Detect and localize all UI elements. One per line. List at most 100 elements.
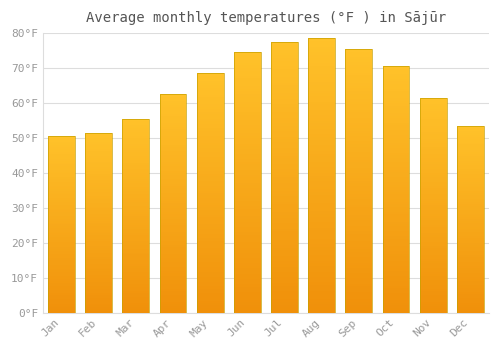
Bar (48, 254, 75, 256)
Bar (160, 105, 186, 107)
Bar (48, 202, 75, 203)
Bar (197, 152, 224, 155)
Bar (420, 100, 446, 102)
Bar (86, 210, 112, 212)
Bar (308, 156, 335, 159)
Bar (271, 102, 298, 104)
Bar (457, 255, 483, 257)
Bar (308, 181, 335, 184)
Bar (346, 226, 372, 228)
Bar (122, 152, 149, 154)
Bar (271, 245, 298, 248)
Bar (197, 308, 224, 310)
Bar (271, 242, 298, 245)
Bar (122, 287, 149, 289)
Bar (457, 174, 483, 176)
Bar (86, 276, 112, 279)
Bar (86, 185, 112, 187)
Bar (382, 126, 409, 128)
Bar (86, 181, 112, 183)
Bar (346, 102, 372, 104)
Bar (160, 258, 186, 260)
Bar (271, 248, 298, 250)
Bar (271, 215, 298, 218)
Bar (197, 198, 224, 200)
Bar (420, 295, 446, 298)
Bar (234, 125, 260, 128)
Bar (122, 189, 149, 190)
Bar (308, 197, 335, 200)
Bar (197, 260, 224, 262)
Bar (308, 176, 335, 178)
Bar (122, 251, 149, 253)
Bar (457, 199, 483, 201)
Bar (457, 229, 483, 230)
Bar (160, 238, 186, 240)
Bar (382, 204, 409, 207)
Bar (346, 136, 372, 139)
Bar (197, 289, 224, 291)
Bar (346, 189, 372, 191)
Bar (308, 203, 335, 206)
Bar (308, 110, 335, 112)
Bar (48, 217, 75, 219)
Bar (308, 184, 335, 187)
Bar (86, 196, 112, 197)
Bar (48, 138, 75, 140)
Bar (160, 249, 186, 252)
Bar (271, 220, 298, 223)
Bar (346, 173, 372, 175)
Bar (122, 144, 149, 146)
Bar (48, 277, 75, 279)
Bar (160, 155, 186, 158)
Bar (48, 158, 75, 159)
Bar (234, 112, 260, 115)
Bar (122, 175, 149, 177)
Bar (197, 210, 224, 212)
Bar (457, 133, 483, 135)
Bar (271, 112, 298, 115)
Bar (271, 278, 298, 280)
Bar (234, 68, 260, 71)
Bar (346, 131, 372, 133)
Bar (122, 140, 149, 142)
Bar (48, 168, 75, 170)
Bar (457, 223, 483, 225)
Bar (234, 258, 260, 261)
Bar (122, 301, 149, 303)
Bar (420, 287, 446, 289)
Bar (234, 146, 260, 149)
Bar (86, 214, 112, 216)
Bar (197, 124, 224, 126)
Bar (346, 268, 372, 271)
Bar (234, 256, 260, 258)
Bar (160, 293, 186, 295)
Bar (234, 190, 260, 193)
Bar (308, 38, 335, 41)
Bar (346, 141, 372, 144)
Bar (271, 99, 298, 101)
Bar (234, 107, 260, 110)
Bar (271, 310, 298, 313)
Bar (457, 178, 483, 180)
Bar (308, 266, 335, 269)
Bar (122, 248, 149, 251)
Bar (382, 273, 409, 276)
Bar (86, 250, 112, 252)
Bar (271, 167, 298, 169)
Bar (86, 154, 112, 156)
Bar (382, 113, 409, 116)
Bar (346, 199, 372, 202)
Bar (346, 249, 372, 252)
Bar (457, 208, 483, 210)
Bar (382, 236, 409, 239)
Bar (308, 280, 335, 282)
Bar (86, 252, 112, 253)
Bar (122, 136, 149, 138)
Bar (122, 245, 149, 247)
Bar (271, 283, 298, 286)
Bar (346, 284, 372, 286)
Bar (86, 176, 112, 178)
Bar (86, 221, 112, 223)
Bar (86, 212, 112, 214)
